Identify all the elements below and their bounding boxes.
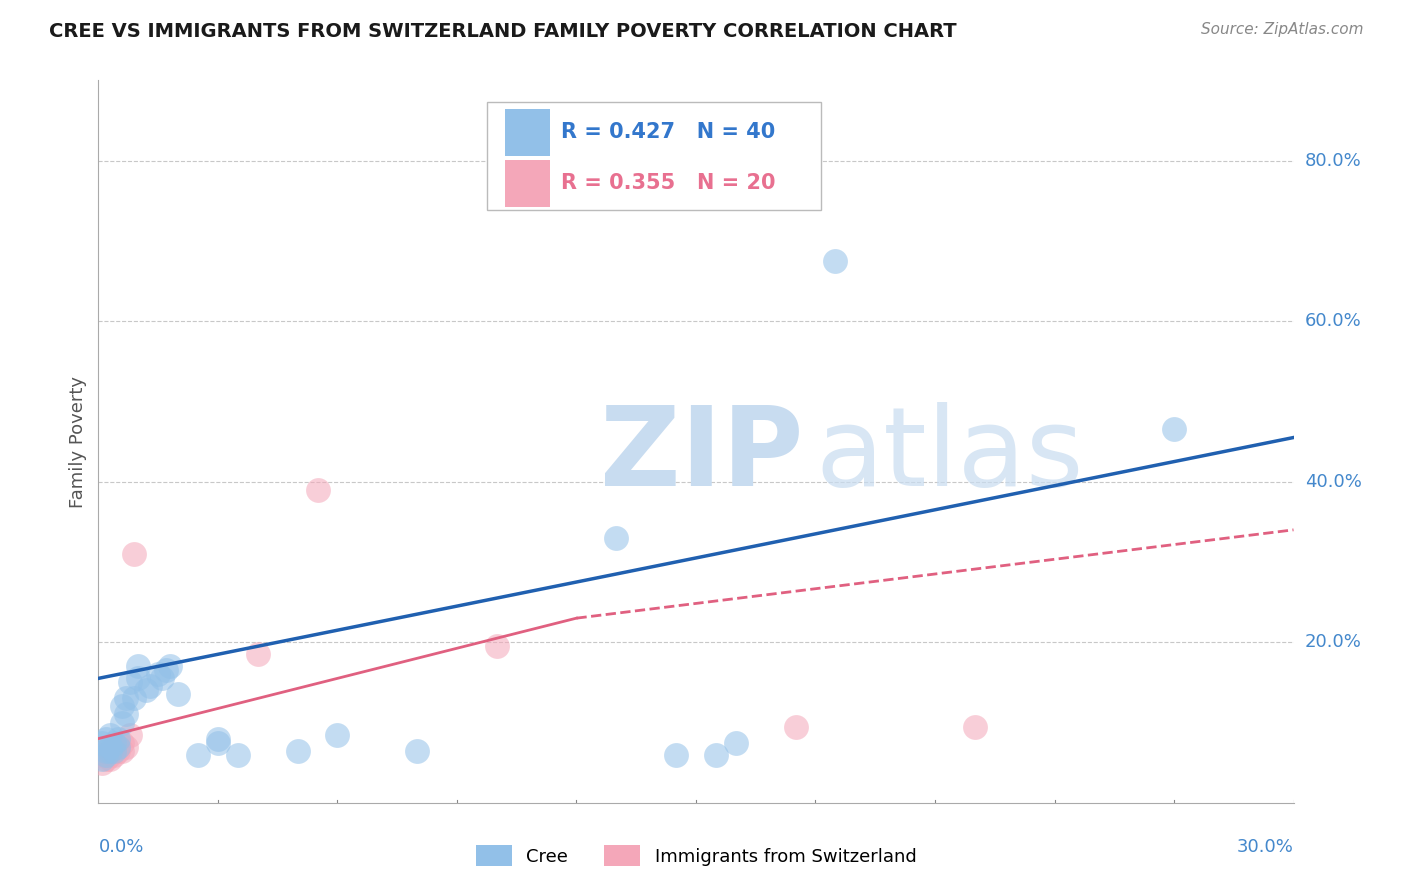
Point (148, 667, 170, 681)
Point (724, 735, 747, 749)
Point (120, 675, 142, 690)
Point (103, 747, 125, 762)
Text: 60.0%: 60.0% (1305, 312, 1361, 330)
Point (98, 747, 122, 762)
Point (103, 744, 125, 758)
Point (91, 747, 114, 762)
Point (139, 680, 162, 694)
FancyBboxPatch shape (505, 109, 550, 156)
Point (150, 671, 173, 685)
Point (167, 687, 190, 701)
Point (98, 744, 122, 758)
Point (96, 747, 118, 762)
Point (103, 739, 125, 754)
Point (111, 735, 134, 749)
Point (124, 691, 146, 706)
Point (226, 747, 249, 762)
FancyBboxPatch shape (505, 160, 550, 207)
Point (187, 747, 209, 762)
Text: 0.0%: 0.0% (98, 838, 143, 855)
Point (107, 731, 129, 746)
Text: 30.0%: 30.0% (1237, 838, 1294, 855)
Point (246, 648, 269, 662)
Point (326, 728, 349, 742)
Text: ZIP: ZIP (600, 402, 804, 509)
Point (207, 735, 229, 749)
Point (96, 744, 118, 758)
Point (287, 744, 309, 758)
Point (107, 744, 129, 758)
Point (115, 691, 138, 706)
Point (207, 731, 229, 746)
Point (135, 683, 157, 698)
Point (98, 739, 122, 754)
Point (96, 744, 118, 758)
Point (159, 659, 181, 673)
Point (91, 756, 114, 770)
Point (127, 659, 149, 673)
Point (155, 664, 177, 678)
Point (704, 747, 727, 762)
Y-axis label: Family Poverty: Family Poverty (69, 376, 87, 508)
Point (485, 639, 508, 653)
Point (91, 751, 114, 765)
Point (96, 731, 118, 746)
Text: 80.0%: 80.0% (1305, 152, 1361, 169)
Point (1163, 422, 1185, 436)
Legend: Cree, Immigrants from Switzerland: Cree, Immigrants from Switzerland (475, 846, 917, 866)
Point (96, 751, 118, 765)
Point (307, 483, 329, 497)
Text: 40.0%: 40.0% (1305, 473, 1361, 491)
Point (127, 671, 149, 685)
Point (91, 735, 114, 749)
Point (785, 719, 807, 733)
Point (111, 744, 134, 758)
Point (103, 735, 125, 749)
Text: CREE VS IMMIGRANTS FROM SWITZERLAND FAMILY POVERTY CORRELATION CHART: CREE VS IMMIGRANTS FROM SWITZERLAND FAMI… (49, 22, 957, 41)
Point (406, 744, 429, 758)
Text: R = 0.427   N = 40: R = 0.427 N = 40 (561, 122, 775, 143)
Point (98, 751, 122, 765)
Text: 20.0%: 20.0% (1305, 633, 1361, 651)
Point (107, 739, 129, 754)
Point (824, 253, 846, 268)
Point (120, 728, 142, 742)
Point (963, 719, 986, 733)
FancyBboxPatch shape (486, 102, 821, 211)
Point (107, 739, 129, 754)
Point (111, 715, 134, 730)
Point (115, 707, 138, 722)
Text: R = 0.355   N = 20: R = 0.355 N = 20 (561, 173, 776, 193)
Point (115, 739, 138, 754)
Point (98, 728, 122, 742)
Text: Source: ZipAtlas.com: Source: ZipAtlas.com (1201, 22, 1364, 37)
Point (124, 547, 146, 561)
Point (665, 747, 688, 762)
Text: atlas: atlas (815, 402, 1084, 509)
Point (111, 699, 134, 714)
Point (605, 531, 627, 545)
